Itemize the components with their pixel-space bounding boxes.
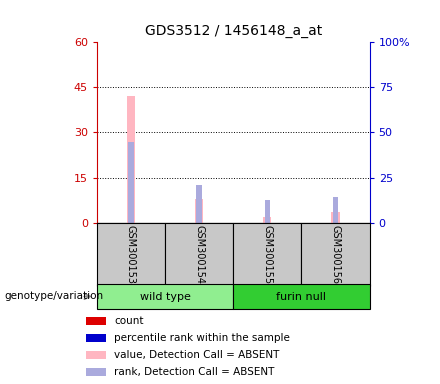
Bar <box>195 199 203 223</box>
Text: wild type: wild type <box>139 291 191 302</box>
Bar <box>196 185 202 223</box>
Bar <box>127 96 135 223</box>
Bar <box>165 223 233 286</box>
Bar <box>97 284 233 309</box>
Bar <box>128 142 134 223</box>
Bar <box>263 217 271 223</box>
Text: GSM300155: GSM300155 <box>262 225 272 284</box>
Bar <box>333 197 338 223</box>
Bar <box>233 284 370 309</box>
Bar <box>86 368 106 376</box>
Bar <box>264 200 270 223</box>
Text: GSM300154: GSM300154 <box>194 225 204 284</box>
Bar <box>97 223 165 286</box>
Bar <box>331 212 340 223</box>
Text: rank, Detection Call = ABSENT: rank, Detection Call = ABSENT <box>114 367 275 377</box>
Bar <box>86 318 106 325</box>
Text: value, Detection Call = ABSENT: value, Detection Call = ABSENT <box>114 350 280 360</box>
Bar <box>301 223 370 286</box>
Text: GSM300156: GSM300156 <box>330 225 341 284</box>
Bar <box>233 223 301 286</box>
Text: GSM300153: GSM300153 <box>126 225 136 284</box>
Bar <box>86 351 106 359</box>
Text: furin null: furin null <box>276 291 326 302</box>
Text: genotype/variation: genotype/variation <box>4 291 103 301</box>
Title: GDS3512 / 1456148_a_at: GDS3512 / 1456148_a_at <box>145 25 322 38</box>
Bar <box>86 334 106 342</box>
Text: count: count <box>114 316 144 326</box>
Text: percentile rank within the sample: percentile rank within the sample <box>114 333 290 343</box>
